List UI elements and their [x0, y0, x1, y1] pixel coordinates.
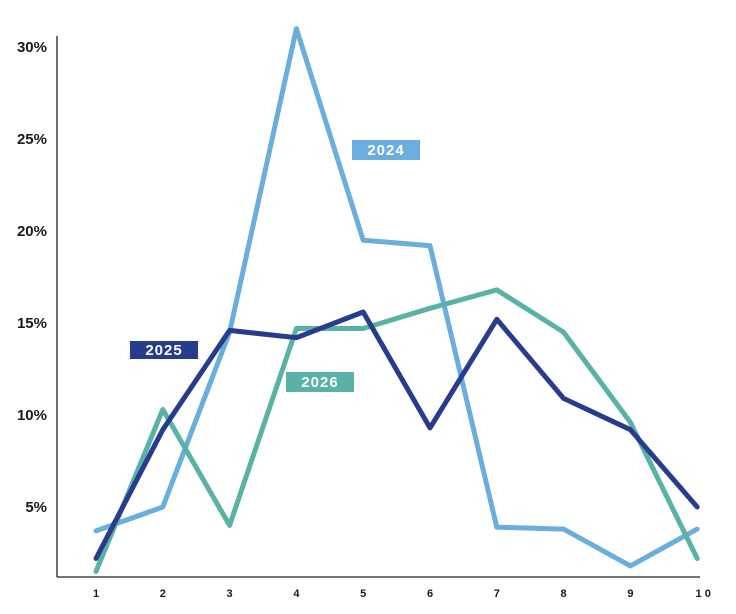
- y-tick-label: 30%: [17, 39, 47, 56]
- y-tick-label: 15%: [17, 315, 47, 332]
- series-line-2026: [93, 287, 700, 574]
- x-axis-ticks: 1 2 3 4 5 6 7 8 9 1 0: [93, 588, 711, 600]
- series-label-2025: 2025: [130, 341, 198, 359]
- x-tick-label: 2: [160, 588, 166, 600]
- series-line-2024: [93, 26, 700, 569]
- y-tick-label: 20%: [17, 223, 47, 240]
- y-tick-label: 25%: [17, 131, 47, 148]
- series-label-2024: 2024: [352, 140, 420, 160]
- x-tick-label: 8: [561, 588, 567, 600]
- series-label-text: 2024: [367, 142, 404, 159]
- x-tick-label: 9: [627, 588, 633, 600]
- x-tick-label: 7: [494, 588, 500, 600]
- x-tick-label: 1 0: [696, 588, 711, 600]
- y-axis-ticks: 5% 10% 15% 20% 25% 30%: [17, 39, 47, 516]
- series-label-2026: 2026: [286, 372, 354, 392]
- x-tick-label: 6: [427, 588, 433, 600]
- series-label-box: [286, 372, 354, 392]
- series-label-text: 2026: [301, 374, 338, 391]
- series-labels: 2024 2026 2025: [130, 140, 420, 392]
- series-label-box: [130, 341, 198, 359]
- y-tick-label: 5%: [25, 499, 47, 516]
- x-tick-label: 5: [360, 588, 366, 600]
- x-tick-label: 3: [227, 588, 233, 600]
- series-line-2025: [93, 309, 700, 561]
- y-tick-label: 10%: [17, 407, 47, 424]
- series-label-box: [352, 140, 420, 160]
- x-tick-label: 1: [93, 588, 99, 600]
- x-tick-label: 4: [293, 588, 300, 600]
- series-lines: [93, 26, 700, 574]
- series-label-text: 2025: [145, 342, 182, 359]
